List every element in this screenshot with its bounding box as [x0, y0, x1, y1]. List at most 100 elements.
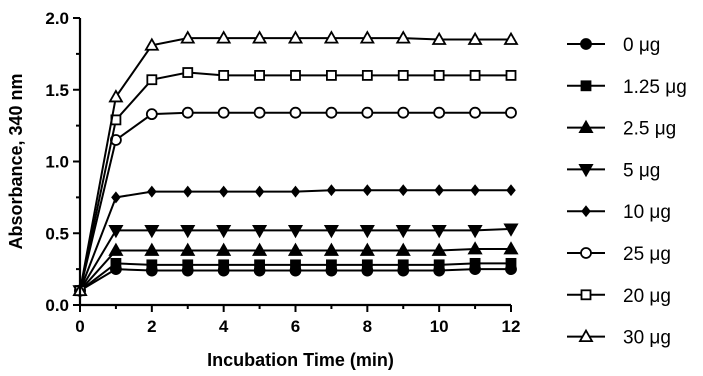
y-tick-label: 2.0 [45, 9, 69, 28]
data-point [362, 184, 373, 197]
data-point [218, 70, 230, 81]
data-point [395, 242, 411, 256]
series-7 [72, 30, 519, 297]
data-point [361, 259, 373, 271]
legend-entry: 0 μg [567, 35, 660, 56]
data-point [108, 242, 124, 256]
data-point [252, 242, 268, 256]
data-point [397, 106, 410, 119]
legend-label: 1.25 μg [623, 77, 687, 98]
x-tick-label: 10 [430, 317, 449, 336]
data-point [287, 242, 304, 256]
data-point [503, 241, 519, 255]
data-point [108, 224, 124, 239]
legend-label: 25 μg [623, 244, 671, 265]
data-point [182, 259, 194, 271]
data-point [431, 31, 447, 45]
data-point [469, 70, 481, 81]
legend-marker [578, 119, 594, 134]
data-point [216, 242, 232, 256]
legend-entry: 5 μg [567, 160, 660, 181]
data-point [470, 184, 480, 197]
plot-area [72, 30, 519, 299]
data-point [180, 30, 196, 44]
legend-entry: 10 μg [567, 202, 671, 223]
x-tick-label: 4 [219, 317, 229, 336]
data-point [326, 259, 337, 271]
data-point [469, 257, 481, 269]
legend-label: 30 μg [623, 328, 671, 349]
data-point [144, 37, 160, 51]
data-point [111, 191, 121, 204]
data-point [146, 74, 158, 86]
data-point [290, 185, 301, 198]
data-point [505, 257, 517, 269]
legend-marker [578, 163, 594, 178]
series-3 [72, 223, 519, 299]
data-point [144, 242, 160, 256]
data-point [359, 242, 375, 256]
axes: 0.0 0.5 1.0 1.5 2.0 0 2 4 6 8 10 12 Incubation Time … [6, 9, 520, 370]
data-point [361, 106, 374, 119]
data-point [146, 259, 158, 271]
data-point [433, 70, 445, 81]
y-tick-label: 1.5 [45, 81, 69, 100]
y-tick-label: 0.5 [45, 224, 69, 243]
legend-entry: 30 μg [567, 328, 671, 349]
legend-label: 10 μg [623, 202, 671, 223]
data-point [433, 259, 445, 271]
data-point [216, 30, 232, 44]
data-point [180, 242, 196, 256]
data-point [361, 70, 373, 81]
data-point [289, 106, 302, 119]
data-point [503, 31, 519, 45]
data-point [287, 224, 304, 239]
data-point [325, 106, 338, 119]
data-point [253, 106, 266, 119]
data-point [323, 30, 339, 44]
data-point [217, 106, 230, 119]
data-point [290, 70, 301, 81]
legend-marker [580, 38, 592, 50]
legend-marker [578, 328, 594, 343]
data-point [181, 106, 194, 119]
data-point [254, 70, 265, 81]
y-tick-label: 1.0 [45, 153, 69, 172]
data-point [359, 30, 375, 44]
data-point [290, 259, 301, 271]
data-point [397, 259, 409, 271]
data-point [218, 185, 229, 198]
data-point [216, 224, 232, 239]
legend-entry: 2.5 μg [567, 119, 676, 140]
x-axis-title: Incubation Time (min) [207, 350, 394, 370]
series-1 [74, 257, 517, 297]
data-point [323, 242, 339, 256]
y-axis-title: Absorbance, 340 nm [6, 73, 26, 249]
legend-marker [581, 205, 591, 218]
legend: 0 μg 1.25 μg 2.5 μg 5 μg 10 μg 25 μg 20 μg 30 μ… [567, 35, 687, 349]
legend-entry: 25 μg [567, 244, 671, 265]
data-point [503, 223, 519, 237]
legend-marker [580, 247, 592, 259]
data-point [395, 224, 411, 239]
data-point [398, 184, 409, 197]
data-point [252, 224, 268, 239]
data-point [287, 30, 304, 44]
data-point [467, 224, 483, 239]
data-point [147, 185, 157, 198]
legend-label: 0 μg [623, 35, 660, 56]
data-point [254, 259, 265, 271]
data-point [145, 108, 158, 121]
x-tick-label: 8 [363, 317, 372, 336]
data-point [397, 70, 409, 81]
x-tick-label: 12 [502, 317, 521, 336]
y-tick-label: 0.0 [45, 296, 69, 315]
data-point [182, 185, 193, 198]
legend-marker [580, 80, 592, 92]
data-point [144, 224, 160, 239]
x-tick-label: 0 [75, 317, 84, 336]
legend-label: 2.5 μg [623, 119, 676, 140]
data-point [218, 259, 230, 271]
legend-marker [580, 289, 592, 301]
